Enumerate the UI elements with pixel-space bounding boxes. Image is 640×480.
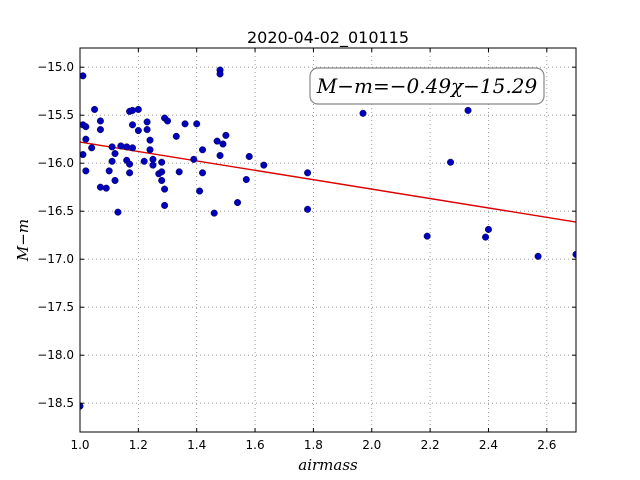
data-point	[158, 168, 166, 176]
data-point	[196, 187, 204, 195]
data-point	[304, 169, 312, 177]
data-point	[96, 183, 104, 191]
x-tick-label: 1.6	[246, 438, 265, 452]
data-point	[114, 208, 122, 216]
data-point	[80, 402, 84, 410]
x-axis-label: airmass	[298, 456, 358, 474]
data-point	[158, 158, 166, 166]
data-point	[146, 146, 154, 154]
data-point	[190, 155, 198, 163]
data-point	[199, 169, 207, 177]
data-point	[245, 152, 253, 160]
data-point	[161, 201, 169, 209]
fit-line-layer	[79, 141, 577, 223]
data-point	[126, 169, 134, 177]
y-tick-label: −16.0	[37, 156, 74, 170]
data-point	[213, 137, 221, 145]
data-point	[140, 157, 148, 165]
x-tick-label: 1.4	[187, 438, 206, 452]
fit-line	[79, 141, 577, 223]
y-tick-label: −16.5	[37, 204, 74, 218]
data-point	[111, 176, 119, 184]
data-point	[96, 117, 104, 125]
y-tick-label: −18.0	[37, 348, 74, 362]
annotation-box	[309, 67, 545, 105]
y-tick-label: −17.0	[37, 252, 74, 266]
data-point	[129, 144, 137, 152]
data-point	[181, 120, 189, 128]
data-point	[143, 118, 151, 126]
data-point	[210, 209, 218, 217]
data-point	[126, 160, 134, 168]
chart-title: 2020-04-02_010115	[247, 28, 409, 48]
x-tick-label: 2.4	[479, 438, 498, 452]
data-point	[164, 117, 172, 125]
data-point	[134, 127, 142, 135]
data-point	[88, 144, 96, 152]
data-point	[172, 132, 180, 140]
data-point	[260, 161, 268, 169]
data-point	[242, 176, 250, 184]
y-tick-label: −15.5	[37, 108, 74, 122]
data-point	[82, 167, 90, 175]
data-point	[123, 143, 131, 151]
data-point	[464, 106, 472, 114]
data-point	[304, 205, 312, 213]
x-tick-label: 2.6	[537, 438, 556, 452]
data-point	[423, 232, 431, 240]
data-point	[219, 140, 227, 148]
data-point	[146, 136, 154, 144]
data-point	[91, 105, 99, 113]
ticks: 1.0 1.2 1.4 1.6 1.8 2.0 2.2 2.4 2.6 −15.0 −15.5 −16…	[37, 48, 576, 452]
data-point	[96, 126, 104, 134]
data-point	[80, 72, 87, 80]
data-point	[222, 131, 230, 139]
x-tick-label: 1.8	[304, 438, 323, 452]
annotation-text: M−m=−0.49χ−15.29	[316, 74, 538, 98]
data-point	[359, 109, 367, 117]
data-point	[534, 252, 542, 260]
data-point	[102, 184, 110, 192]
data-point	[484, 225, 492, 233]
fit-annotation: M−m=−0.49χ−15.29	[309, 67, 545, 105]
data-point	[175, 168, 183, 176]
y-tick-label: −18.5	[37, 396, 74, 410]
data-point	[572, 250, 576, 258]
x-tick-label: 1.0	[70, 438, 89, 452]
data-point	[82, 123, 90, 131]
data-point	[134, 105, 142, 113]
data-point	[129, 121, 137, 129]
data-point	[80, 151, 87, 159]
plot-area	[80, 48, 576, 432]
data-points	[80, 66, 576, 410]
x-tick-label: 2.2	[421, 438, 440, 452]
data-point	[82, 135, 90, 143]
y-tick-label: −17.5	[37, 300, 74, 314]
y-tick-label: −15.0	[37, 60, 74, 74]
data-point	[216, 70, 224, 78]
data-point	[447, 158, 455, 166]
data-point	[111, 150, 119, 158]
plot-frame	[79, 47, 577, 433]
x-tick-label: 1.2	[129, 438, 148, 452]
data-point	[158, 176, 166, 184]
x-tick-label: 2.0	[362, 438, 381, 452]
data-point	[108, 157, 116, 165]
data-point	[117, 142, 125, 150]
data-point	[216, 152, 224, 160]
data-point	[149, 161, 157, 169]
data-point	[199, 146, 207, 154]
data-point	[108, 143, 116, 151]
data-point	[143, 126, 151, 134]
data-point	[161, 185, 169, 193]
data-point	[193, 120, 201, 128]
data-point	[482, 233, 490, 241]
y-axis-label: M−m	[14, 219, 32, 262]
data-point	[234, 199, 242, 207]
data-point	[129, 106, 137, 114]
data-point	[105, 167, 113, 175]
grid	[79, 48, 576, 432]
